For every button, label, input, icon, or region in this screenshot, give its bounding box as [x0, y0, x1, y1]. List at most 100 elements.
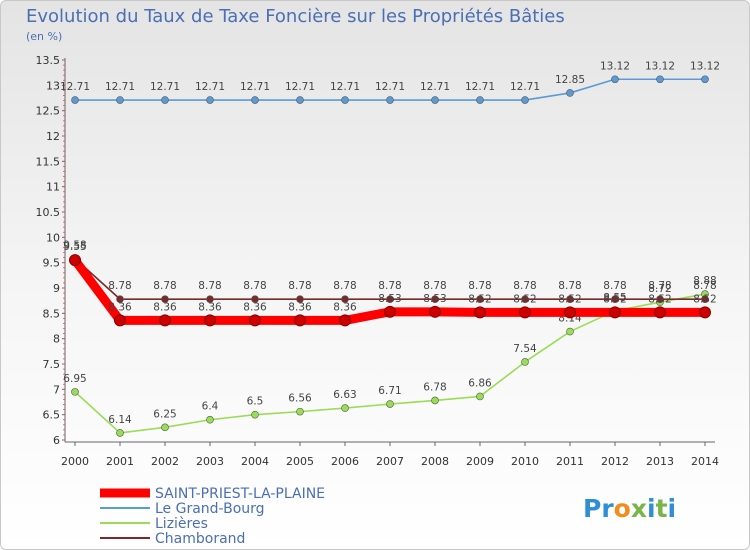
y-tick-label: 8.5 [43, 307, 61, 320]
data-point [71, 388, 79, 396]
data-point [71, 96, 79, 104]
data-label: 6.63 [333, 389, 356, 401]
data-label: 8.52 [603, 293, 626, 305]
data-label: 13.12 [600, 60, 630, 72]
data-point [431, 96, 439, 104]
x-tick-label: 2004 [241, 455, 269, 468]
proxiti-logo: Proxiti [583, 494, 676, 523]
data-label: 8.36 [243, 301, 267, 313]
data-label: 12.71 [195, 81, 225, 93]
legend-label: Lizières [155, 516, 208, 532]
data-point [116, 96, 124, 104]
legend-label: Le Grand-Bourg [155, 501, 265, 517]
data-point [476, 96, 484, 104]
data-point [656, 75, 664, 84]
y-tick-label: 6.5 [43, 409, 61, 422]
y-tick-label: 6 [53, 434, 60, 447]
series-le-grand-bourg: 12.71 12.71 12.71 12.71 12.71 12.71 12.71 12.71… [60, 60, 720, 104]
data-point [339, 314, 351, 327]
data-point [476, 392, 484, 401]
data-label: 8.78 [108, 280, 131, 292]
x-tick-label: 2005 [286, 455, 314, 468]
y-tick-label: 11 [46, 181, 60, 194]
x-tick-label: 2012 [601, 455, 629, 468]
data-label: 6.71 [378, 385, 401, 397]
series-chamborand: 9.58 8.78 8.78 8.78 8.78 8.78 8.78 8.78 8.78 8.78… [63, 240, 717, 303]
x-tick-label: 2002 [151, 455, 179, 468]
data-point [341, 96, 349, 104]
x-tick-label: 2008 [421, 455, 449, 468]
y-tick-label: 13.5 [36, 54, 61, 67]
data-label: 8.78 [693, 280, 716, 292]
data-point [701, 295, 709, 303]
data-point [386, 96, 394, 104]
data-point [564, 306, 576, 319]
data-label: 8.72 [648, 283, 671, 295]
data-point [161, 295, 169, 303]
x-tick-label: 2013 [646, 455, 674, 468]
data-point [431, 295, 439, 303]
data-label: 12.71 [375, 81, 405, 93]
legend-label: SAINT-PRIEST-LA-PLAINE [155, 486, 325, 502]
y-tick-label: 13 [46, 79, 60, 92]
data-label: 12.85 [555, 74, 585, 86]
data-label: 8.88 [693, 275, 716, 287]
data-label: 7.54 [513, 343, 537, 355]
data-point [656, 295, 664, 303]
data-point [609, 306, 621, 319]
data-label: 8.52 [513, 293, 536, 305]
data-label: 8.52 [693, 293, 716, 305]
data-point [341, 295, 349, 303]
data-point [611, 75, 619, 84]
data-point [296, 295, 304, 303]
data-label: 8.78 [333, 280, 356, 292]
brand-name: Proxiti [583, 494, 676, 523]
data-point [116, 429, 124, 437]
data-point [386, 400, 394, 408]
y-tick-label: 11.5 [36, 155, 61, 168]
data-label: 8.36 [333, 301, 357, 313]
series-group: 12.71 12.71 12.71 12.71 12.71 12.71 12.71 12.71… [60, 60, 720, 437]
data-label: 8.36 [198, 301, 222, 313]
data-point [474, 306, 486, 319]
y-tick-label: 7.5 [43, 358, 61, 371]
data-label: 8.53 [378, 293, 401, 305]
data-label: 12.71 [420, 81, 450, 93]
data-point [566, 295, 574, 303]
data-label: 6.4 [202, 401, 219, 413]
data-label: 6.56 [288, 393, 312, 405]
axes: 6 6.5 7 7.5 8 8.5 9 9.5 10 10.5 11 11.5 12 12.5 13 13.5… [36, 54, 720, 468]
data-point [206, 96, 214, 104]
y-tick-label: 7 [53, 383, 60, 396]
data-point [206, 295, 214, 303]
data-label: 6.25 [153, 408, 176, 420]
data-point [654, 306, 666, 319]
y-tick-label: 8 [53, 333, 60, 346]
data-label: 13.12 [690, 60, 720, 72]
y-tick-label: 12 [46, 130, 60, 143]
chart-title: Evolution du Taux de Taxe Foncière sur l… [26, 6, 565, 27]
data-point [249, 314, 261, 327]
data-label: 12.71 [285, 81, 315, 93]
data-label: 6.86 [468, 377, 492, 389]
data-point [476, 295, 484, 303]
data-label: 8.52 [468, 293, 491, 305]
data-point [566, 89, 574, 97]
data-point [251, 96, 259, 104]
data-point [204, 314, 216, 327]
data-label: 8.78 [243, 280, 266, 292]
x-tick-label: 2014 [691, 455, 719, 468]
data-label: 12.71 [105, 81, 135, 93]
data-label: 9.58 [63, 240, 86, 252]
data-point [294, 314, 306, 327]
data-label: 8.52 [558, 293, 581, 305]
data-label: 8.78 [513, 280, 536, 292]
x-tick-label: 2006 [331, 455, 359, 468]
data-point [296, 96, 304, 104]
data-point [251, 410, 259, 419]
x-tick-label: 2009 [466, 455, 494, 468]
y-tick-label: 9.5 [43, 257, 61, 270]
data-label: 12.71 [150, 81, 180, 93]
series-saint-priest-la-plaine: 9.55 8.36 8.36 8.36 8.36 8.36 8.36 8.53 8.53 8.52… [63, 241, 717, 327]
